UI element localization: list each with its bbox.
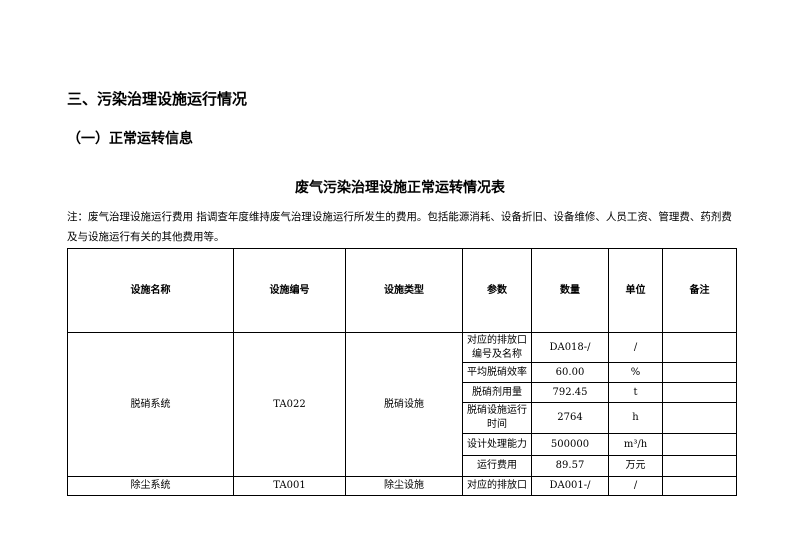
table-row: 脱硝系统 TA022 脱硝设施 对应的排放口编号及名称 DA018-/ /: [67, 332, 737, 477]
facility-type: 除尘设施: [345, 476, 463, 496]
qty: DA001-/: [531, 476, 609, 496]
facility-type: 脱硝设施: [345, 332, 463, 477]
param: 脱硝剂用量: [462, 382, 532, 403]
unit: m³/h: [608, 433, 663, 456]
section-title: 三、污染治理设施运行情况: [67, 90, 248, 108]
header-cell: 数量: [531, 248, 609, 333]
facility-name: 除尘系统: [67, 476, 234, 496]
param: 设计处理能力: [462, 433, 532, 456]
remark: [662, 433, 737, 456]
facility-name: 脱硝系统: [67, 332, 234, 477]
table-row: 脱硝设施运行时间 2764 h: [68, 402, 737, 434]
table-header-row: 设施名称 设施编号 设施类型 参数 数量 单位 备注: [67, 248, 737, 333]
header-cell: 设施名称: [67, 248, 234, 333]
param: 对应的排放口: [462, 476, 532, 496]
unit: h: [608, 402, 663, 434]
remark: [662, 382, 737, 403]
qty: 89.57: [531, 455, 609, 477]
param: 脱硝设施运行时间: [462, 402, 532, 434]
param: 运行费用: [462, 455, 532, 477]
qty: 60.00: [531, 362, 609, 383]
header-cell: 单位: [608, 248, 663, 333]
facility-table: 设施名称 设施编号 设施类型 参数 数量 单位 备注 脱硝系统 TA022 脱硝…: [67, 248, 737, 496]
remark: [662, 455, 737, 477]
qty: DA018-/: [531, 332, 609, 363]
param: 平均脱硝效率: [462, 362, 532, 383]
facility-id: TA001: [233, 476, 346, 496]
remark: [662, 476, 737, 496]
table-row: 设计处理能力 500000 m³/h: [68, 433, 737, 456]
unit: /: [608, 332, 663, 363]
table-row: 运行费用 89.57 万元: [68, 455, 737, 477]
table-note: 注：废气治理设施运行费用 指调查年度维持废气治理设施运行所发生的费用。包括能源消…: [67, 211, 732, 243]
table-row: 除尘系统 TA001 除尘设施 对应的排放口 DA001-/ /: [67, 476, 737, 496]
subsection-title: （一）正常运转信息: [67, 131, 193, 147]
remark: [662, 362, 737, 383]
unit: %: [608, 362, 663, 383]
qty: 2764: [531, 402, 609, 434]
header-cell: 设施类型: [345, 248, 463, 333]
table-row: 平均脱硝效率 60.00 %: [68, 362, 737, 383]
header-cell: 设施编号: [233, 248, 346, 333]
param: 对应的排放口编号及名称: [462, 332, 532, 363]
facility-id: TA022: [233, 332, 346, 477]
header-cell: 参数: [462, 248, 532, 333]
unit: /: [608, 476, 663, 496]
table-title: 废气污染治理设施正常运转情况表: [295, 180, 505, 196]
qty: 500000: [531, 433, 609, 456]
unit: t: [608, 382, 663, 403]
remark: [662, 402, 737, 434]
unit: 万元: [608, 455, 663, 477]
qty: 792.45: [531, 382, 609, 403]
header-cell: 备注: [662, 248, 737, 333]
remark: [662, 332, 737, 363]
